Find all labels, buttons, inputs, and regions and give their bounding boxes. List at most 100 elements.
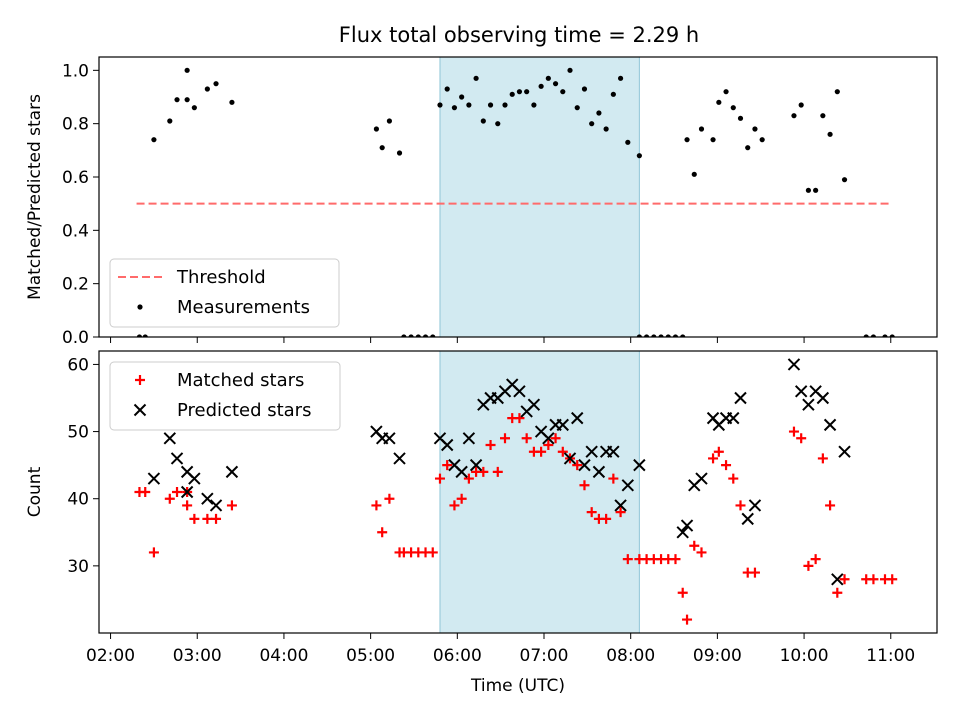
predicted-point	[838, 445, 851, 458]
matched-point	[572, 460, 583, 471]
measurement-point	[415, 334, 421, 337]
matched-point	[442, 460, 453, 471]
y-tick-label: 0.6	[62, 168, 89, 188]
x-tick-label: 10:00	[780, 646, 829, 666]
measurement-point	[863, 334, 869, 337]
predicted-point	[794, 385, 808, 398]
predicted-point	[787, 358, 801, 371]
x-axis-label: Time (UTC)	[470, 676, 565, 696]
legend-label: Threshold	[176, 267, 266, 288]
predicted-point	[469, 458, 483, 472]
matched-point	[492, 466, 503, 477]
predicted-point	[633, 458, 646, 472]
measurement-point	[567, 67, 573, 73]
observation-span	[439, 56, 640, 338]
matched-point	[557, 446, 568, 457]
matched-point	[586, 507, 597, 518]
matched-point	[839, 574, 850, 585]
measurement-point	[680, 334, 686, 337]
measurement-point	[174, 97, 180, 103]
axes-frame	[98, 56, 938, 338]
measurement-point	[408, 334, 414, 337]
measurement-point	[889, 334, 895, 337]
measurement-point	[487, 102, 494, 108]
x-tick-label: 05:00	[346, 646, 395, 666]
matched-point	[182, 500, 193, 511]
matched-point	[211, 513, 222, 524]
top-panel: 0.0 0.2 0.4 0.6 0.8 1.0 Matched/Predicted star…	[25, 56, 938, 348]
measurement-point	[698, 126, 705, 132]
measurement-point	[691, 171, 697, 177]
predicted-point	[614, 499, 627, 512]
measurement-point	[617, 75, 624, 81]
measurement-point	[827, 131, 833, 137]
predicted-point	[556, 418, 569, 432]
matched-point	[164, 493, 175, 504]
matched-point	[550, 433, 561, 444]
measurement-point	[841, 177, 848, 183]
measurement-point	[430, 334, 436, 337]
measurement-point	[589, 121, 595, 127]
predicted-point	[440, 438, 454, 452]
matched-point	[622, 554, 633, 565]
measurement-point	[716, 99, 722, 105]
measurement-point	[745, 145, 751, 151]
legend-box	[109, 258, 340, 328]
measurement-point	[672, 334, 679, 337]
measurement-point	[560, 89, 566, 95]
measurement-point	[531, 102, 537, 108]
matched-point	[427, 547, 438, 558]
measurement-point	[791, 113, 797, 119]
measurement-point	[396, 150, 403, 156]
predicted-point	[393, 452, 406, 465]
matched-point	[749, 567, 760, 578]
measurement-point	[545, 75, 551, 81]
measurement-point	[737, 115, 744, 121]
measurement-point	[643, 334, 650, 337]
measurement-point	[142, 334, 148, 337]
matched-point	[708, 453, 719, 464]
predicted-point	[163, 432, 177, 445]
measurement-point	[665, 334, 671, 337]
measurement-point	[451, 105, 458, 111]
predicted-point	[734, 391, 747, 405]
measurement-point	[574, 105, 580, 111]
predicted-point	[462, 432, 476, 445]
measurement-point	[552, 81, 559, 87]
matched-point	[543, 440, 554, 450]
predicted-point	[188, 472, 201, 485]
matched-point	[463, 473, 474, 484]
y-tick-label: 0.0	[62, 328, 89, 348]
measurement-point	[509, 91, 515, 97]
y-tick-label: 50	[67, 423, 89, 443]
measurement-point	[480, 118, 486, 124]
measurement-point	[684, 137, 690, 143]
measurement-point	[379, 145, 385, 151]
predicted-point	[676, 526, 689, 539]
legend-measurement-swatch	[137, 304, 143, 310]
predicted-point	[571, 411, 584, 425]
plot-area	[134, 358, 898, 625]
matched-point	[713, 446, 724, 457]
measurement-point	[658, 334, 664, 337]
predicted-point	[225, 465, 239, 479]
measurement-point	[184, 97, 190, 103]
matched-point	[148, 547, 159, 558]
measurement-point	[538, 83, 544, 89]
measurement-point	[184, 67, 190, 73]
y-tick-label: 0.4	[62, 221, 89, 241]
measurement-point	[516, 89, 523, 95]
matched-point	[485, 440, 496, 450]
matched-point	[384, 493, 395, 504]
measurement-point	[730, 105, 736, 111]
matched-point	[796, 433, 807, 444]
predicted-point	[592, 465, 606, 479]
x-tick-label: 08:00	[606, 646, 655, 666]
predicted-point	[748, 499, 762, 512]
bottom-panel: 30 40 50 60 02:00 03:00 04:00 05:00 06:00 07:00 08…	[25, 350, 938, 696]
predicted-point	[578, 458, 591, 472]
matched-point	[140, 487, 151, 497]
measurement-point	[373, 126, 380, 132]
measurement-point	[502, 102, 508, 108]
